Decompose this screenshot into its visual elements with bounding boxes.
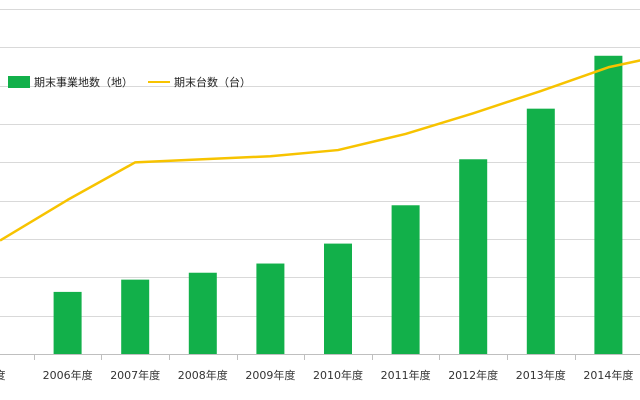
bar <box>459 159 488 354</box>
x-tick-label: 度 <box>0 368 6 382</box>
x-tick-label: 2009年度 <box>245 368 295 382</box>
x-tick-label: 2007年度 <box>110 368 160 382</box>
legend-bar-swatch <box>8 76 30 88</box>
bar <box>391 205 420 354</box>
x-tick-label: 2011年度 <box>381 368 431 382</box>
line-series <box>0 59 640 242</box>
bar <box>324 243 352 354</box>
bar <box>526 108 555 355</box>
x-tick-label: 2006年度 <box>43 368 93 382</box>
bar <box>188 272 217 354</box>
bar <box>256 263 285 354</box>
bar <box>594 55 623 355</box>
x-tick-label: 2012年度 <box>448 368 498 382</box>
x-tick-label: 2008年度 <box>178 368 228 382</box>
x-tick-label: 2014年度 <box>583 368 633 382</box>
bar <box>121 279 150 354</box>
x-tick-label: 2013年度 <box>516 368 566 382</box>
x-tick-label: 2010年度 <box>313 368 363 382</box>
x-axis: 度 2006年度 2007年度 2008年度 2009年度 2010年度 2011年度 201… <box>0 354 633 382</box>
gridlines <box>0 9 640 355</box>
legend-bar-label: 期末事業地数（地） <box>34 75 133 89</box>
series-line <box>0 59 640 242</box>
bar-series <box>53 55 623 355</box>
legend: 期末事業地数（地） 期末台数（台） <box>8 75 251 89</box>
bar <box>53 291 82 354</box>
legend-line-label: 期末台数（台） <box>174 75 251 89</box>
